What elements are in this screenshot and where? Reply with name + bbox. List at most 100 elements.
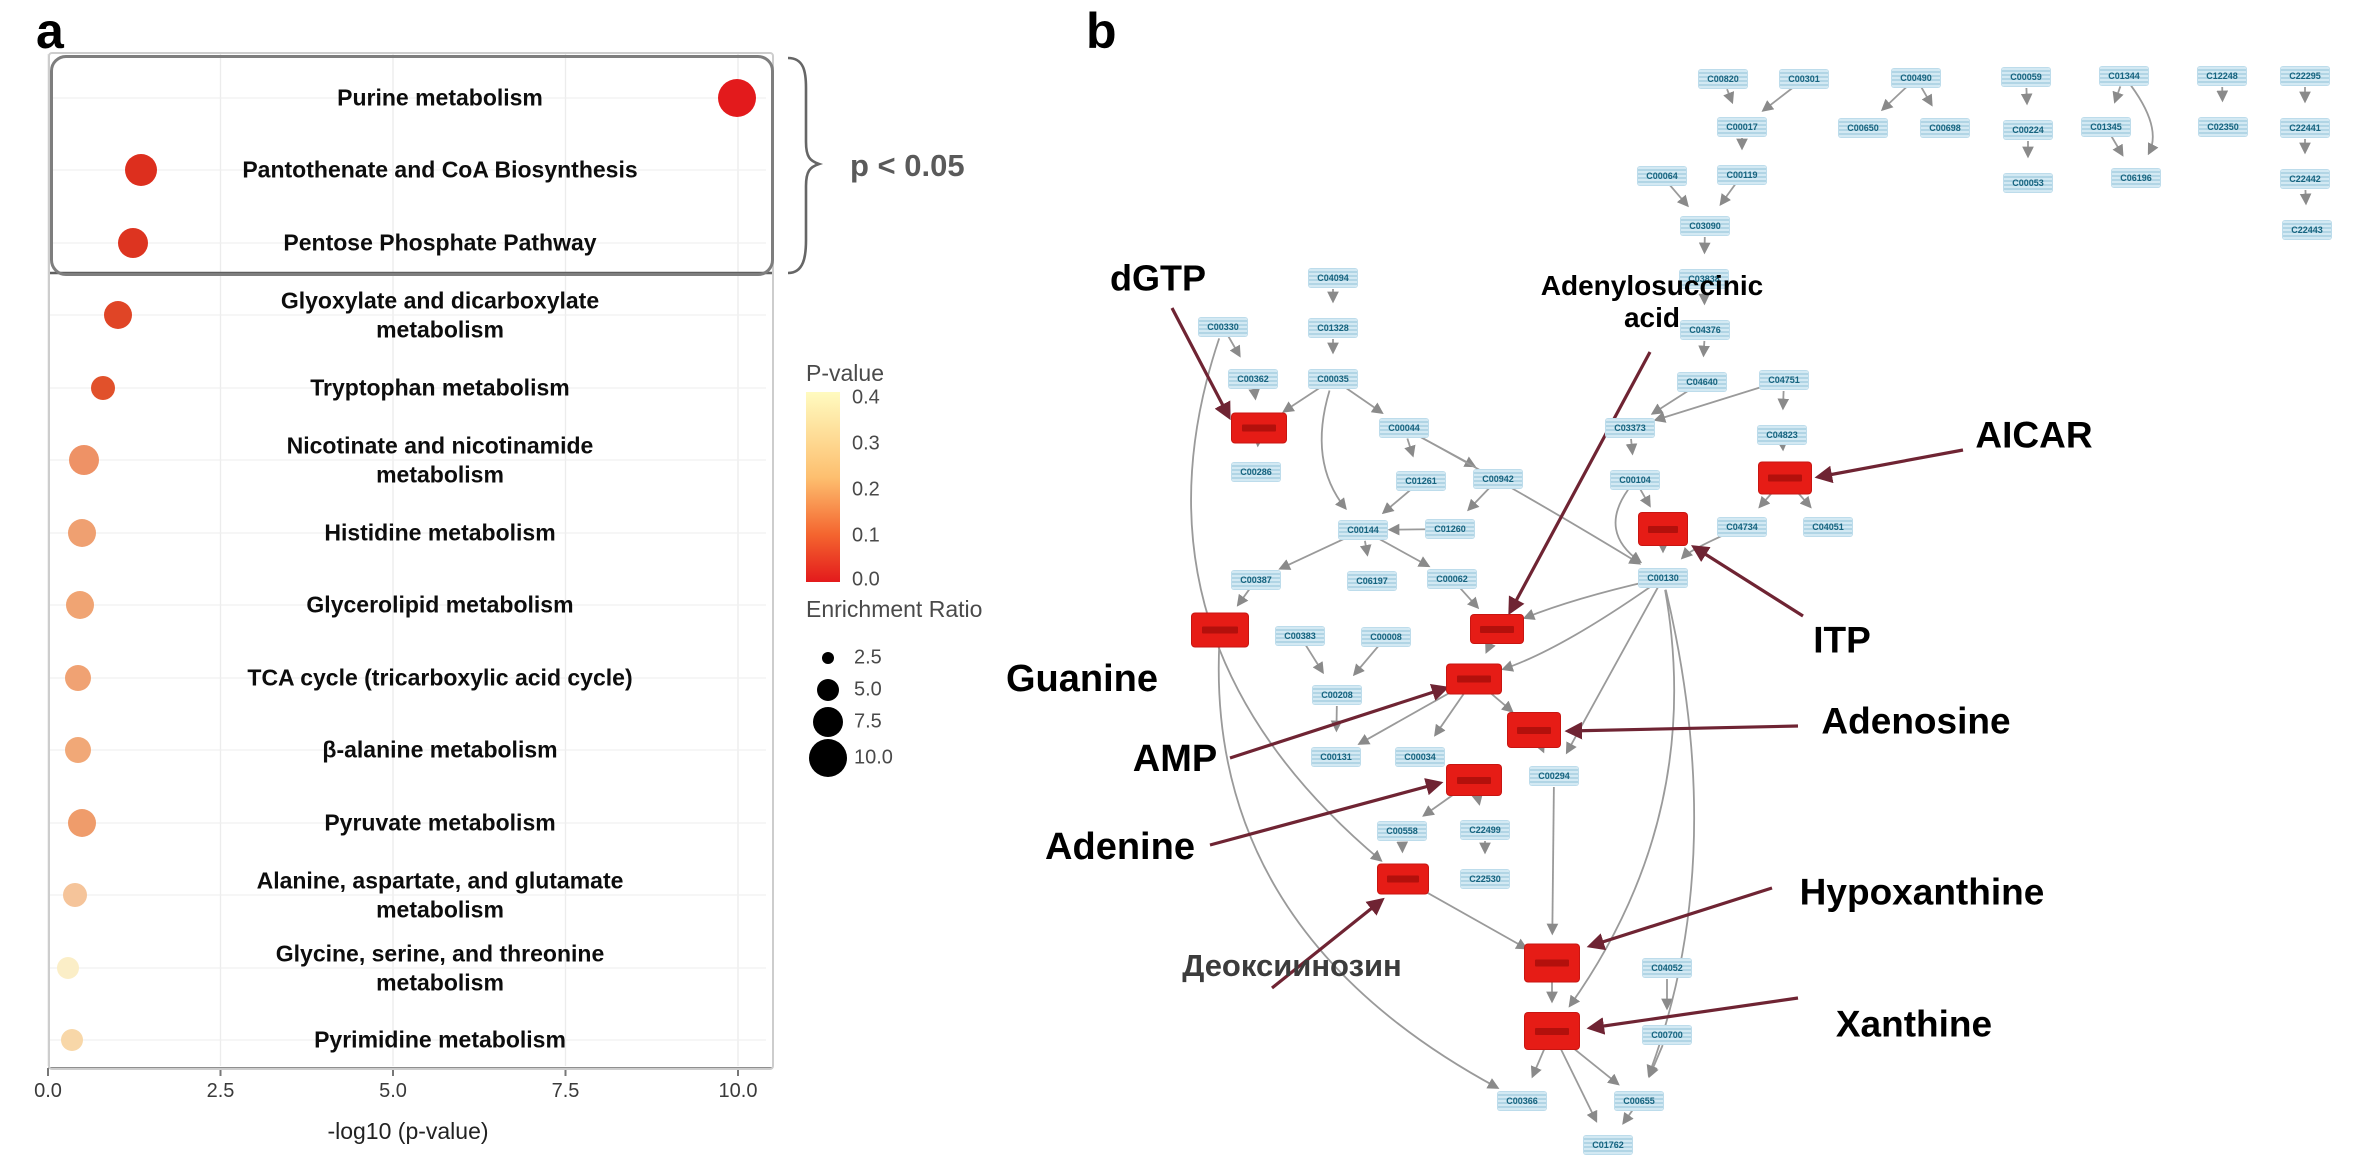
compound-node-C12248: C12248 bbox=[2198, 67, 2246, 85]
edge-C00008-C00208 bbox=[1352, 644, 1380, 677]
edge-C00490-C00698 bbox=[1920, 87, 1933, 107]
edge-C00144-C00062 bbox=[1372, 534, 1431, 568]
compound-node-C00301: C00301 bbox=[1780, 70, 1828, 88]
adenine-label: Adenine bbox=[1045, 826, 1195, 869]
edge-C00144-C00387 bbox=[1278, 533, 1354, 570]
deoxyinosine-label: Деоксиинозин bbox=[1182, 948, 1402, 984]
edge-C00700-C00655 bbox=[1647, 1044, 1664, 1079]
pathway-label-7: Histidine metabolism bbox=[324, 519, 556, 546]
enrichment-label-10.0: 10.0 bbox=[854, 746, 893, 769]
pathway-dot-5 bbox=[91, 376, 116, 400]
enrichment-label-7.5: 7.5 bbox=[854, 710, 882, 733]
itp-arrow bbox=[1691, 545, 1804, 618]
amp-arrow bbox=[1229, 683, 1450, 760]
compound-node-C06196: C06196 bbox=[2112, 169, 2160, 187]
edge-C00294-hypoxanthine bbox=[1546, 786, 1559, 936]
compound-node-C00650: C00650 bbox=[1839, 119, 1887, 137]
hypoxanthine-arrow bbox=[1586, 886, 1773, 951]
compound-node-C00034: C00034 bbox=[1396, 748, 1444, 766]
pathway-dot-4 bbox=[103, 301, 132, 329]
compound-node-C01261: C01261 bbox=[1397, 472, 1445, 490]
edge-C00035-C00044 bbox=[1341, 384, 1384, 414]
compound-node-C00008: C00008 bbox=[1362, 628, 1410, 646]
pathway-dot-13 bbox=[57, 957, 79, 979]
compound-node-C00017: C00017 bbox=[1718, 118, 1766, 136]
compound-node-C03838: C03838 bbox=[1680, 270, 1728, 288]
compound-node-C00059: C00059 bbox=[2002, 68, 2050, 86]
edge-C00130-amp bbox=[1501, 584, 1654, 672]
compound-node-C22295: C22295 bbox=[2281, 67, 2329, 85]
compound-node-C00655: C00655 bbox=[1615, 1092, 1663, 1110]
pathway-label-4: Glyoxylate and dicarboxylate metabolism bbox=[280, 287, 600, 342]
enrichment-dot-10.0 bbox=[809, 739, 847, 777]
edge-C00362-dgtp bbox=[1248, 388, 1261, 401]
hypoxanthine-label: Hypoxanthine bbox=[1799, 871, 2045, 913]
pathway-dot-10 bbox=[64, 737, 91, 763]
pathway-label-13: Glycine, serine, and threonine metabolis… bbox=[275, 940, 605, 995]
pathway-label-6: Nicotinate and nicotinamide metabolism bbox=[286, 432, 594, 487]
compound-node-C22443: C22443 bbox=[2283, 221, 2331, 239]
compound-node-C03373: C03373 bbox=[1606, 419, 1654, 437]
pvalue-legend-title: P-value bbox=[806, 360, 884, 386]
adenylosuccinic-label: Adenylosuccinic acid bbox=[1540, 269, 1764, 333]
aicar-arrow bbox=[1814, 448, 1964, 484]
pathway-label-2: Pantothenate and CoA Biosynthesis bbox=[242, 156, 638, 183]
edge-C00044-C00130 bbox=[1414, 432, 1642, 565]
edge-C04751-C04823 bbox=[1777, 390, 1790, 411]
pathway-label-12: Alanine, aspartate, and glutamate metabo… bbox=[256, 867, 624, 922]
pvalue-tick-0.0: 0.0 bbox=[852, 568, 880, 591]
pathway-dot-2 bbox=[125, 154, 158, 186]
pvalue-tick-0.2: 0.2 bbox=[852, 478, 880, 501]
compound-node-C00698: C00698 bbox=[1921, 119, 1969, 137]
enrichment-dot-7.5 bbox=[813, 707, 843, 737]
p-value-threshold-note: p < 0.05 bbox=[850, 148, 965, 183]
enrichment-label-2.5: 2.5 bbox=[854, 646, 882, 669]
pvalue-tick-0.4: 0.4 bbox=[852, 386, 880, 409]
significant-pathways-box bbox=[50, 55, 774, 276]
compound-node-C22442: C22442 bbox=[2281, 170, 2329, 188]
compound-node-C00104: C00104 bbox=[1611, 471, 1659, 489]
xanthine-arrow bbox=[1586, 996, 1799, 1035]
compound-node-C00383: C00383 bbox=[1276, 627, 1324, 645]
compound-node-C00035: C00035 bbox=[1309, 370, 1357, 388]
compound-node-C00119: C00119 bbox=[1718, 166, 1766, 184]
compound-node-C00044: C00044 bbox=[1380, 419, 1428, 437]
edge-guanine-C00366 bbox=[1217, 641, 1500, 1089]
adenine-arrow bbox=[1209, 778, 1444, 847]
enrichment-dot-5.0 bbox=[817, 679, 839, 701]
compound-node-C00294: C00294 bbox=[1530, 767, 1578, 785]
adenosine-label: Adenosine bbox=[1821, 700, 2011, 742]
pathway-label-9: TCA cycle (tricarboxylic acid cycle) bbox=[247, 664, 633, 691]
edge-C22442-C22443 bbox=[2299, 189, 2312, 206]
compound-node-C04823: C04823 bbox=[1758, 426, 1806, 444]
compound-node-C00820: C00820 bbox=[1699, 70, 1747, 88]
edge-C00130-xanthine bbox=[1568, 589, 1676, 1008]
compound-node-C00224: C00224 bbox=[2004, 121, 2052, 139]
edge-amp-C00034 bbox=[1434, 687, 1469, 737]
edge-C04640-C03373 bbox=[1650, 387, 1694, 415]
edge-C00104-itp bbox=[1639, 489, 1651, 508]
x-tick-7.5: 7.5 bbox=[551, 1080, 580, 1102]
plot-outer-border bbox=[48, 52, 774, 1070]
pathway-label-1: Purine metabolism bbox=[337, 84, 543, 111]
compound-node-C01762: C01762 bbox=[1584, 1136, 1632, 1154]
compound-node-C03090: C03090 bbox=[1681, 217, 1729, 235]
compound-node-C00558: C00558 bbox=[1378, 822, 1426, 840]
compound-node-C01345: C01345 bbox=[2082, 118, 2130, 136]
highlighted-metabolite-node-asa bbox=[1471, 615, 1523, 643]
pathway-label-11: Pyruvate metabolism bbox=[324, 809, 556, 836]
pathway-dot-3 bbox=[117, 228, 148, 258]
edge-C00062-asa bbox=[1458, 586, 1480, 610]
metabolite-label-arrows bbox=[1170, 307, 1964, 1035]
compound-node-C00064: C00064 bbox=[1638, 167, 1686, 185]
highlighted-metabolite-node-amp bbox=[1447, 664, 1501, 694]
pvalue-tick-0.1: 0.1 bbox=[852, 524, 880, 547]
compound-node-C01260: C01260 bbox=[1426, 520, 1474, 538]
significance-brace bbox=[787, 56, 824, 275]
edge-C01345-C06196 bbox=[2110, 136, 2124, 157]
compound-node-C01328: C01328 bbox=[1309, 319, 1357, 337]
compound-node-C00053: C00053 bbox=[2004, 174, 2052, 192]
dgtp-arrow bbox=[1170, 307, 1231, 421]
adenosine-arrow bbox=[1564, 721, 1799, 740]
